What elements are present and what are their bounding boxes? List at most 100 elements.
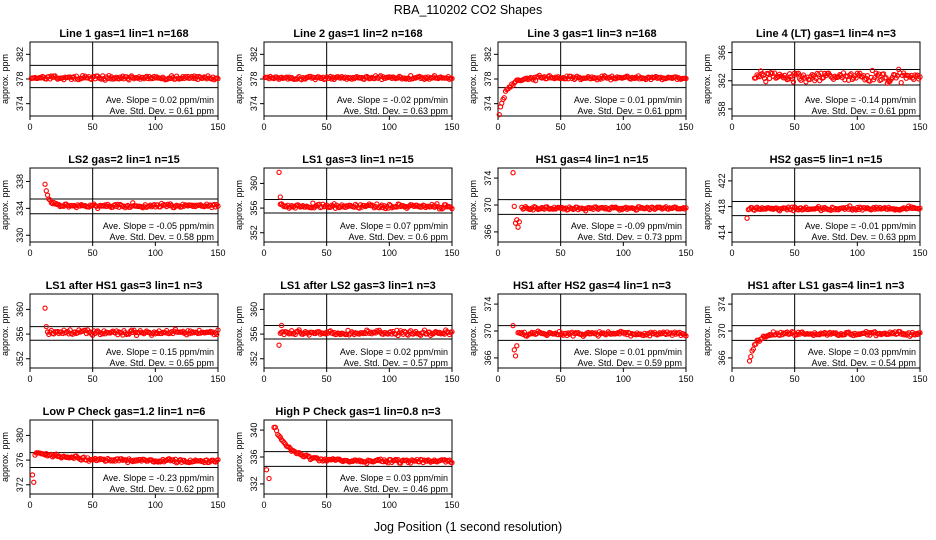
data-point bbox=[93, 329, 100, 335]
data-point bbox=[43, 188, 49, 194]
data-point bbox=[263, 467, 270, 473]
x-tick-label: 100 bbox=[850, 122, 865, 132]
data-point bbox=[266, 475, 272, 482]
data-point bbox=[496, 112, 502, 118]
data-point bbox=[659, 206, 665, 212]
x-tick-label: 0 bbox=[261, 374, 266, 384]
chart-panel-1: Line 1 gas=1 lin=1 n=168 approx. ppm 0 50 10… bbox=[0, 28, 226, 132]
stat-annotation: Ave. Slope = -0.23 ppm/min bbox=[103, 473, 214, 483]
y-tick-label: 374 bbox=[483, 297, 493, 312]
data-point bbox=[527, 206, 534, 212]
y-tick-label: 366 bbox=[717, 350, 727, 365]
x-tick-label: 150 bbox=[912, 248, 927, 258]
panel-title: Line 4 (LT) gas=1 lin=4 n=3 bbox=[756, 28, 896, 40]
y-tick-label: 352 bbox=[249, 225, 259, 240]
data-point bbox=[78, 75, 85, 82]
y-axis-label: approx. ppm bbox=[468, 54, 478, 104]
y-tick-label: 414 bbox=[717, 225, 727, 240]
y-tick-label: 382 bbox=[249, 47, 259, 62]
stat-annotation: Ave. Slope = 0.02 ppm/min bbox=[106, 95, 214, 105]
x-tick-label: 0 bbox=[729, 374, 734, 384]
x-tick-label: 150 bbox=[678, 248, 693, 258]
data-point bbox=[680, 205, 687, 211]
x-tick-label: 50 bbox=[790, 248, 800, 258]
stat-annotation: Ave. Std. Dev. = 0.61 ppm bbox=[578, 106, 682, 116]
stat-annotation: Ave. Slope = -0.05 ppm/min bbox=[103, 221, 214, 231]
data-point bbox=[163, 327, 170, 334]
stat-annotation: Ave. Std. Dev. = 0.6 ppm bbox=[349, 232, 448, 242]
x-tick-label: 100 bbox=[616, 374, 631, 384]
y-tick-label: 382 bbox=[483, 47, 493, 62]
y-axis-label: approx. ppm bbox=[234, 306, 244, 356]
x-tick-label: 150 bbox=[912, 122, 927, 132]
panel-title: HS1 after HS2 gas=4 lin=1 n=3 bbox=[513, 280, 671, 292]
data-point bbox=[682, 206, 688, 212]
stat-annotation: Ave. Slope = -0.14 ppm/min bbox=[805, 95, 916, 105]
y-tick-label: 356 bbox=[249, 201, 259, 216]
chart-panel-13: Low P Check gas=1.2 lin=1 n=6 approx. ppm… bbox=[0, 406, 226, 510]
panel-title: HS2 gas=5 lin=1 n=15 bbox=[770, 154, 883, 166]
y-axis-label: approx. ppm bbox=[702, 180, 712, 230]
data-point bbox=[381, 203, 387, 209]
y-axis-label: approx. ppm bbox=[468, 180, 478, 230]
x-tick-label: 50 bbox=[322, 500, 332, 510]
x-tick-label: 100 bbox=[850, 374, 865, 384]
stat-annotation: Ave. Slope = 0.02 ppm/min bbox=[340, 347, 448, 357]
x-tick-label: 50 bbox=[88, 374, 98, 384]
chart-panel-11: HS1 after HS2 gas=4 lin=1 n=3 approx. ppm… bbox=[468, 280, 694, 384]
data-point bbox=[818, 207, 824, 214]
y-axis-label: approx. ppm bbox=[0, 180, 10, 230]
data-point bbox=[510, 170, 516, 176]
y-tick-label: 382 bbox=[15, 47, 25, 62]
data-point bbox=[276, 342, 282, 348]
data-point bbox=[771, 70, 778, 76]
data-point bbox=[917, 205, 923, 211]
data-point bbox=[292, 205, 298, 211]
data-point bbox=[619, 206, 625, 213]
panel-title: LS1 after HS1 gas=3 lin=1 n=3 bbox=[46, 280, 203, 292]
x-tick-label: 150 bbox=[912, 374, 927, 384]
data-point bbox=[746, 358, 753, 364]
data-point bbox=[795, 70, 802, 76]
panel-title: LS2 gas=2 lin=1 n=15 bbox=[68, 154, 180, 166]
data-point bbox=[509, 81, 515, 87]
x-tick-label: 100 bbox=[382, 248, 397, 258]
y-tick-label: 370 bbox=[717, 323, 727, 338]
y-tick-label: 360 bbox=[249, 176, 259, 191]
plot-frame bbox=[731, 167, 921, 243]
x-tick-label: 50 bbox=[556, 374, 566, 384]
y-tick-label: 418 bbox=[717, 199, 727, 214]
data-point bbox=[448, 204, 454, 210]
y-axis-label: approx. ppm bbox=[234, 54, 244, 104]
y-tick-label: 356 bbox=[249, 327, 259, 342]
data-point bbox=[130, 200, 136, 206]
x-tick-label: 100 bbox=[382, 122, 397, 132]
x-tick-label: 0 bbox=[27, 122, 32, 132]
y-tick-label: 334 bbox=[15, 201, 25, 216]
y-axis-label: approx. ppm bbox=[0, 306, 10, 356]
data-point bbox=[917, 330, 923, 336]
data-point bbox=[106, 72, 112, 79]
x-tick-label: 150 bbox=[444, 500, 459, 510]
x-tick-label: 150 bbox=[678, 374, 693, 384]
stat-annotation: Ave. Slope = 0.01 ppm/min bbox=[574, 95, 682, 105]
plot-frame bbox=[29, 167, 219, 243]
y-tick-label: 366 bbox=[483, 224, 493, 239]
data-point bbox=[42, 305, 48, 311]
x-tick-label: 50 bbox=[88, 122, 98, 132]
x-tick-label: 0 bbox=[261, 500, 266, 510]
data-point bbox=[210, 329, 216, 335]
data-point bbox=[776, 332, 783, 338]
y-tick-label: 338 bbox=[15, 174, 25, 189]
data-point bbox=[191, 73, 197, 79]
data-point bbox=[750, 346, 756, 352]
data-point bbox=[32, 452, 38, 458]
data-point bbox=[618, 328, 624, 335]
x-tick-label: 0 bbox=[261, 122, 266, 132]
y-tick-label: 378 bbox=[15, 71, 25, 86]
y-tick-label: 374 bbox=[483, 171, 493, 186]
y-tick-label: 352 bbox=[249, 351, 259, 366]
data-point bbox=[766, 75, 773, 82]
x-tick-label: 50 bbox=[790, 374, 800, 384]
chart-panel-3: Line 3 gas=1 lin=3 n=168 approx. ppm 0 50 10… bbox=[468, 28, 694, 132]
